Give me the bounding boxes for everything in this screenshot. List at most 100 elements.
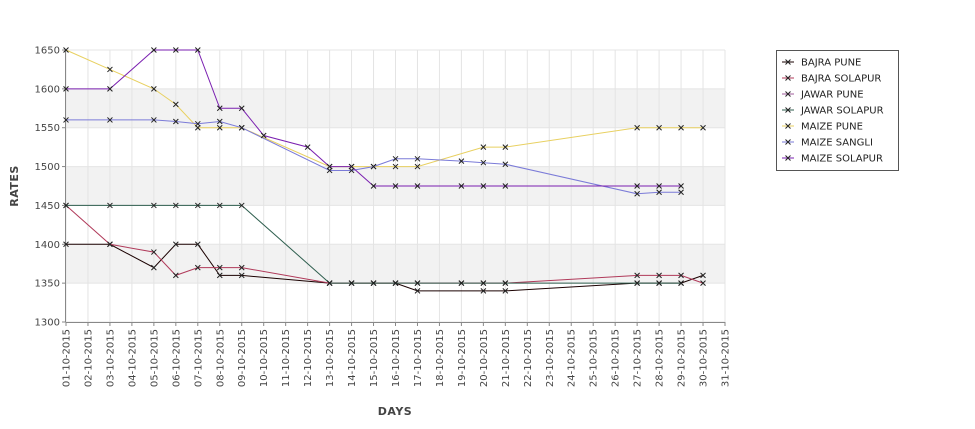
data-point-marker <box>458 158 465 164</box>
series-group <box>63 47 684 189</box>
x-axis-title: DAYS <box>378 405 412 418</box>
legend-label: JAWAR PUNE <box>800 90 864 101</box>
x-tick-label: 23-10-2015 <box>545 329 556 387</box>
legend-label: MAIZE SOLAPUR <box>801 154 883 165</box>
data-point-marker <box>107 66 113 73</box>
series-line <box>66 204 682 284</box>
data-point-marker <box>238 105 245 112</box>
data-point-marker <box>370 280 377 286</box>
data-point-marker <box>238 124 245 131</box>
y-tick-label: 1550 <box>35 123 60 134</box>
data-point-marker <box>194 47 201 53</box>
data-point-marker <box>700 272 706 279</box>
x-tick-label: 30-10-2015 <box>699 329 710 387</box>
data-point-marker <box>348 280 355 286</box>
data-point-marker <box>502 183 509 189</box>
data-point-marker <box>458 183 465 189</box>
data-point-marker <box>194 120 201 127</box>
data-point-marker <box>480 183 487 189</box>
data-point-marker <box>194 202 201 209</box>
x-tick-label: 18-10-2015 <box>435 329 446 387</box>
legend-marker <box>785 139 791 145</box>
data-point-marker <box>151 249 157 255</box>
data-point-marker <box>634 280 640 286</box>
data-point-marker <box>678 124 684 131</box>
x-tick-label: 25-10-2015 <box>589 329 600 387</box>
data-point-marker <box>678 183 684 189</box>
data-point-marker <box>656 189 662 196</box>
legend-item: MAIZE SANGLI <box>782 138 873 149</box>
legend-label: MAIZE PUNE <box>801 122 863 133</box>
y-axis-ticks: 1300 1350 1400 1450 1500 1550 1600 1650 <box>35 46 66 329</box>
data-point-marker <box>151 117 157 123</box>
data-point-marker <box>238 272 245 279</box>
x-tick-label: 14-10-2015 <box>347 329 358 387</box>
series-group <box>63 117 684 197</box>
data-point-marker <box>63 86 69 92</box>
data-point-marker <box>194 264 201 271</box>
data-point-marker <box>634 190 640 197</box>
x-tick-label: 16-10-2015 <box>391 329 402 387</box>
legend: BAJRA PUNE BAJRA SOLAPUR JAWAR PUNE JAWAR S… <box>776 50 899 171</box>
data-point-marker <box>480 288 487 294</box>
data-point-marker <box>502 288 509 294</box>
data-point-marker <box>502 144 509 150</box>
data-point-marker <box>216 202 223 209</box>
data-point-marker <box>458 280 465 286</box>
data-point-marker <box>392 155 399 162</box>
data-point-marker <box>480 144 487 150</box>
data-point-marker <box>216 272 223 279</box>
data-point-marker <box>678 272 684 279</box>
legend-marker <box>785 59 791 65</box>
legend-label: JAWAR SOLAPUR <box>800 106 884 117</box>
data-point-marker <box>326 163 333 170</box>
x-tick-label: 21-10-2015 <box>501 329 512 387</box>
data-point-marker <box>348 163 355 170</box>
data-point-marker <box>370 163 377 170</box>
data-point-marker <box>107 202 113 209</box>
y-tick-label: 1400 <box>35 240 60 251</box>
data-point-marker <box>656 183 662 189</box>
data-point-marker <box>172 101 179 108</box>
data-point-marker <box>414 163 421 170</box>
x-tick-label: 04-10-2015 <box>127 329 138 387</box>
y-tick-label: 1450 <box>35 201 60 212</box>
x-tick-label: 09-10-2015 <box>237 329 248 387</box>
legend-marker <box>785 107 791 113</box>
data-point-marker <box>480 159 487 166</box>
x-tick-label: 12-10-2015 <box>303 329 314 387</box>
data-point-marker <box>107 117 113 123</box>
series-lines <box>63 47 706 294</box>
legend-label: BAJRA PUNE <box>801 58 861 69</box>
series-line <box>65 49 703 168</box>
data-point-marker <box>414 155 421 162</box>
data-point-marker <box>414 183 421 189</box>
y-axis-title: RATES <box>8 165 21 207</box>
data-point-marker <box>678 189 684 196</box>
y-tick-label: 1650 <box>35 46 60 57</box>
data-point-marker <box>370 183 377 189</box>
legend-marker <box>785 75 791 81</box>
data-point-marker <box>238 202 245 209</box>
series-line <box>66 119 682 195</box>
data-point-marker <box>172 47 179 53</box>
data-point-marker <box>634 124 640 131</box>
data-point-marker <box>151 47 157 53</box>
legend-item: MAIZE SOLAPUR <box>782 154 883 165</box>
x-tick-label: 26-10-2015 <box>611 329 622 387</box>
data-point-marker <box>238 264 245 271</box>
data-point-marker <box>392 183 399 189</box>
series-group <box>63 202 684 286</box>
data-point-marker <box>63 202 69 209</box>
x-tick-label: 24-10-2015 <box>567 329 578 387</box>
x-tick-label: 17-10-2015 <box>413 329 424 387</box>
data-point-marker <box>656 124 662 131</box>
data-point-marker <box>700 280 706 286</box>
data-point-marker <box>63 47 69 53</box>
data-point-marker <box>172 241 179 248</box>
data-point-marker <box>656 272 662 279</box>
data-point-marker <box>414 280 421 286</box>
x-tick-label: 06-10-2015 <box>171 329 182 387</box>
data-point-marker <box>304 144 311 150</box>
data-point-marker <box>392 163 399 170</box>
